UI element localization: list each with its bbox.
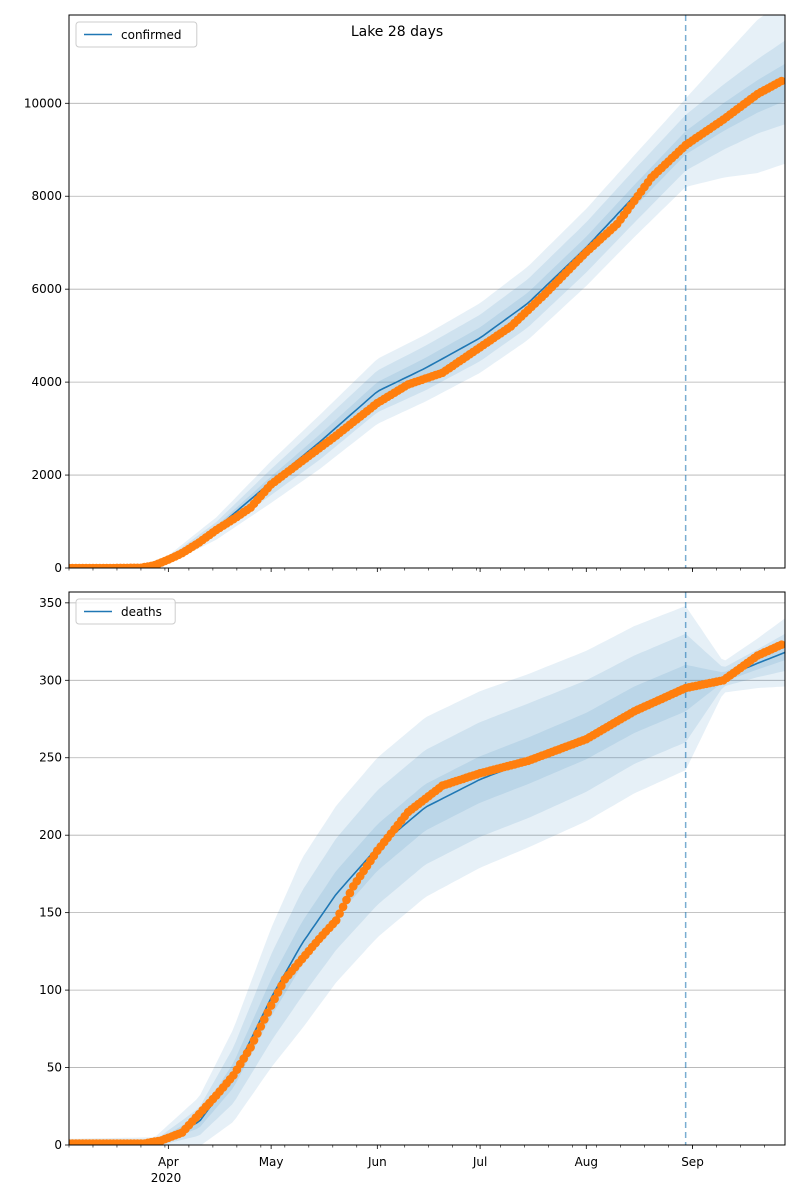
observed-point [256, 1022, 266, 1031]
y-tick-label: 4000 [31, 375, 62, 389]
legend-label: deaths [121, 605, 162, 619]
y-tick-label: 100 [39, 983, 62, 997]
legend-label: confirmed [121, 28, 182, 42]
y-tick-label: 10000 [24, 96, 62, 110]
axes-frame [68, 591, 786, 1146]
x-tick-label: Jul [472, 1155, 487, 1169]
uncertainty-band-1 [69, 63, 785, 568]
observed-point [260, 1015, 269, 1024]
observed-point [777, 640, 785, 649]
uncertainty-band-2 [69, 633, 785, 1145]
uncertainty-band-3 [69, 15, 785, 568]
observed-point [338, 902, 348, 912]
uncertainty-bands [69, 15, 785, 568]
observed-point [246, 1043, 255, 1052]
y-tick-label: 0 [54, 561, 62, 575]
observed-point [249, 1036, 259, 1045]
observed-point [335, 909, 344, 918]
observed-point [266, 1001, 276, 1010]
y-tick-label: 50 [47, 1061, 62, 1075]
x-tick-label: Aug [575, 1155, 598, 1169]
y-tick-label: 8000 [31, 189, 62, 203]
y-tick-label: 200 [39, 828, 62, 842]
x-tick-label: Apr [158, 1155, 179, 1169]
figure-title: Lake 28 days [351, 24, 443, 40]
uncertainty-band-3 [69, 606, 785, 1145]
y-tick-label: 0 [54, 1138, 62, 1152]
observed-point [263, 1008, 273, 1017]
deaths-panel: 0 50 100 150 200 250 300 350 Apr May Jun Jul Aug Sep d… [39, 591, 786, 1169]
observed-point [342, 895, 351, 905]
observed-point [277, 981, 286, 991]
observed-point [777, 76, 785, 86]
observed-points [69, 76, 785, 568]
y-tick-label: 2000 [31, 468, 62, 482]
legend-box [75, 598, 176, 625]
x-tick-label: May [259, 1155, 284, 1169]
observed-point [331, 916, 341, 925]
observed-point [273, 988, 283, 997]
observed-point [270, 994, 279, 1004]
y-tick-label: 150 [39, 906, 62, 920]
x-tick-label: Sep [681, 1155, 704, 1169]
legend-box [75, 21, 198, 48]
axes-frame [68, 14, 786, 569]
confirmed-panel: 0 2000 4000 6000 8000 10000 confirmed [24, 14, 786, 575]
x-year-label: 2020 [151, 1171, 182, 1185]
observed-point [253, 1029, 262, 1038]
observed-points [69, 640, 785, 1145]
x-tick-label: Jun [367, 1155, 387, 1169]
uncertainty-band-2 [69, 40, 785, 568]
y-tick-label: 300 [39, 673, 62, 687]
y-tick-label: 6000 [31, 282, 62, 296]
y-tick-label: 250 [39, 751, 62, 765]
observed-point [345, 888, 355, 898]
uncertainty-bands [69, 606, 785, 1145]
y-tick-label: 350 [39, 596, 62, 610]
